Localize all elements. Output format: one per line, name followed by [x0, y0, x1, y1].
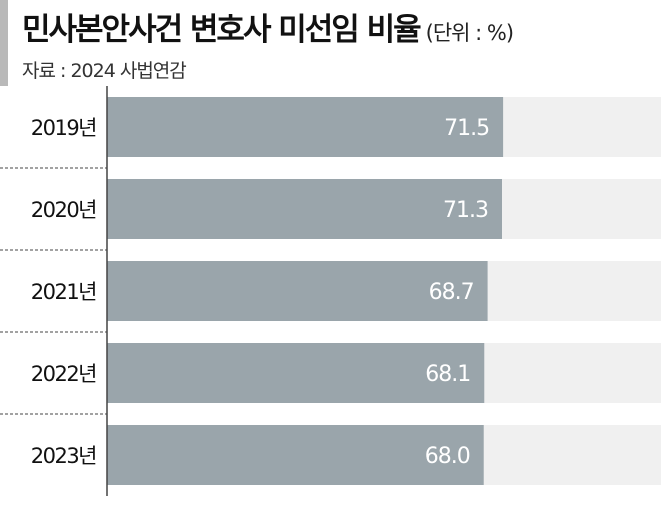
data-label: 68.0 — [425, 444, 470, 469]
bar — [107, 179, 503, 239]
unit-label: (단위 : %) — [425, 21, 514, 45]
category-label: 2021년 — [31, 280, 96, 304]
data-label: 68.1 — [425, 362, 470, 387]
bar — [107, 425, 484, 485]
data-label: 71.3 — [443, 198, 488, 223]
category-label: 2020년 — [31, 198, 96, 222]
data-label: 68.7 — [429, 280, 474, 305]
bar — [107, 343, 485, 403]
title-row: 민사본안사건 변호사 미선임 비율 (단위 : %) — [22, 4, 658, 50]
bar — [107, 97, 504, 157]
category-label: 2019년 — [31, 116, 96, 140]
bar — [107, 261, 488, 321]
source-note: 자료 : 2024 사법연감 — [22, 60, 187, 82]
title-accent-bar — [0, 0, 8, 86]
category-label: 2023년 — [31, 444, 96, 468]
chart-title: 민사본안사건 변호사 미선임 비율 — [22, 12, 422, 48]
bar-chart: 71.5 2019년 71.3 2020년 68.7 2021년 68.1 2022년 68.0… — [0, 86, 661, 496]
category-label: 2022년 — [31, 362, 96, 386]
data-label: 71.5 — [444, 116, 489, 141]
